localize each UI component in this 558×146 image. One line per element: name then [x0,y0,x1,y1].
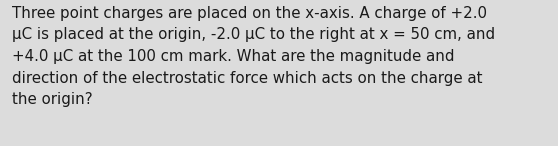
Text: Three point charges are placed on the x-axis. A charge of +2.0
μC is placed at t: Three point charges are placed on the x-… [12,6,496,107]
